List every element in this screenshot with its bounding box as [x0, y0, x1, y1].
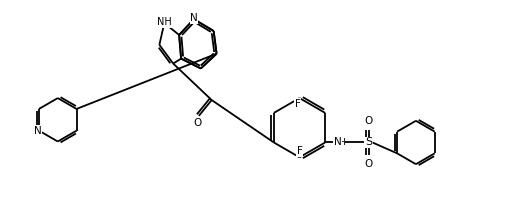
Text: O: O [194, 118, 202, 128]
Text: N: N [34, 126, 42, 136]
Text: F: F [297, 146, 302, 156]
Text: S: S [365, 138, 372, 148]
Text: NH: NH [157, 17, 172, 27]
Text: N: N [190, 13, 198, 23]
Text: N: N [334, 138, 342, 148]
Text: O: O [364, 159, 373, 169]
Text: F: F [294, 99, 300, 109]
Text: O: O [364, 116, 373, 126]
Text: H: H [338, 138, 345, 147]
